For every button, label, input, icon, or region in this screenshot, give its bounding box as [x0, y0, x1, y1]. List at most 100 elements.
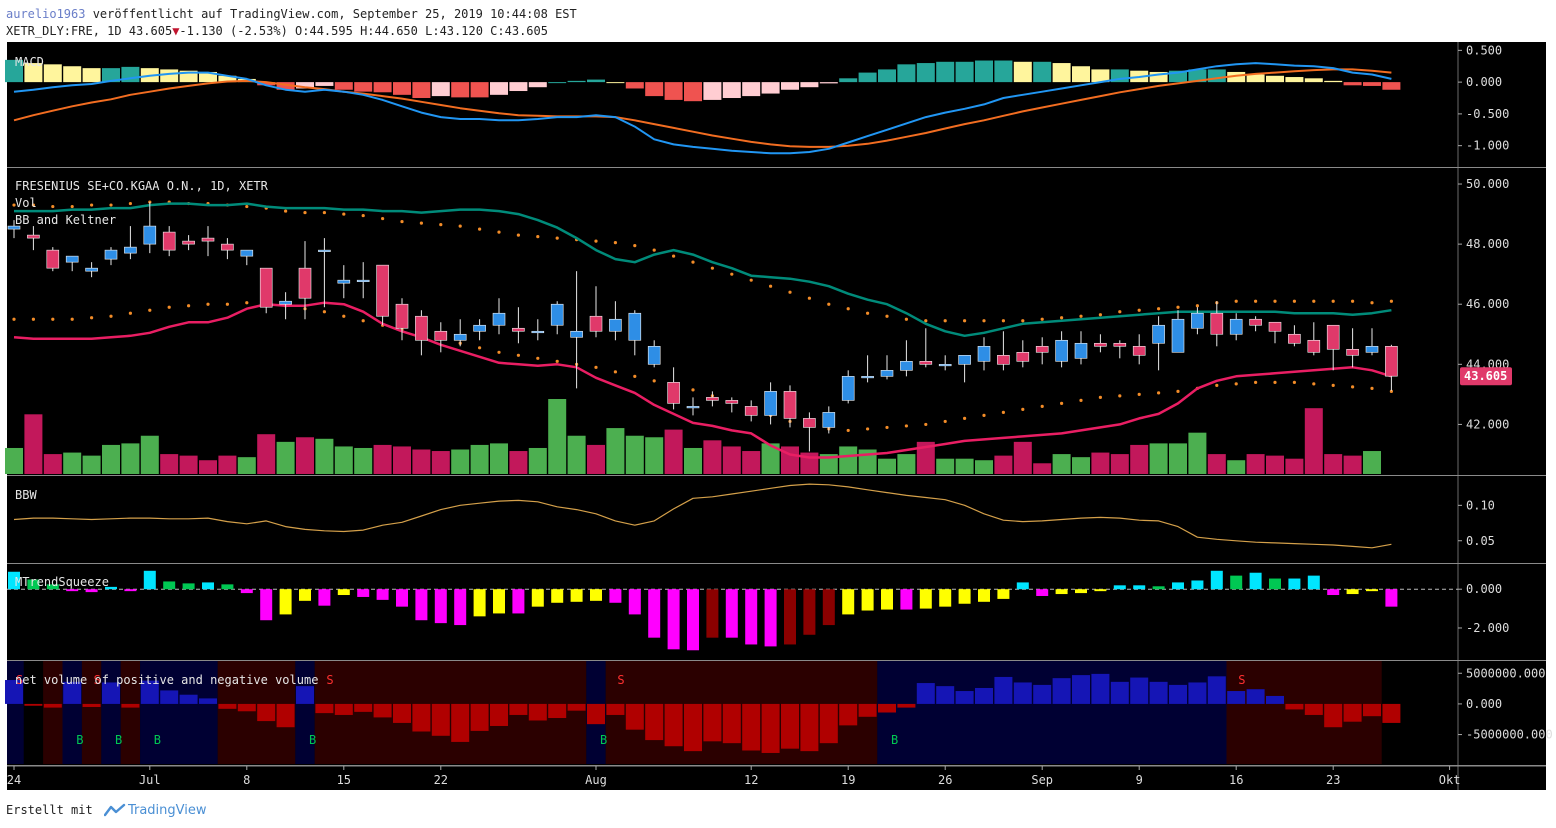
y-tick-label: -5000000.000: [1466, 728, 1553, 742]
keltner-upper-dot: [652, 248, 656, 252]
macd-pane[interactable]: [5, 59, 1401, 155]
keltner-upper-dot: [1157, 307, 1161, 311]
netvol-pane[interactable]: S B S B B B S B S B S: [5, 661, 1401, 764]
macd-histogram-bar: [916, 63, 935, 83]
squeeze-bar: [66, 589, 79, 592]
candle-body: [822, 412, 836, 428]
volume-bar: [43, 454, 62, 474]
candle-body: [686, 406, 700, 409]
squeeze-pane[interactable]: [7, 570, 1458, 651]
volume-bar: [509, 451, 528, 474]
squeeze-bar: [1172, 582, 1184, 590]
candle-body: [667, 382, 680, 404]
volume-bar: [1246, 454, 1265, 474]
price-pane[interactable]: [5, 200, 1398, 474]
keltner-upper-dot: [1331, 299, 1335, 303]
x-tick-label: 22: [434, 773, 448, 787]
y-tick-label: 42.000: [1466, 417, 1509, 431]
net-volume-bar: [1285, 703, 1304, 710]
y-tick-label: 48.000: [1466, 237, 1509, 251]
publish-text: veröffentlicht auf TradingView.com, Sept…: [85, 7, 577, 21]
volume-bar: [315, 438, 334, 474]
net-volume-bar: [684, 703, 702, 752]
keltner-upper-dot: [730, 272, 734, 276]
keltner-lower-dot: [1370, 386, 1374, 390]
keltner-lower-dot: [982, 413, 986, 418]
keltner-lower-dot: [652, 379, 656, 383]
net-volume-bar: [1110, 681, 1129, 704]
squeeze-bar: [842, 589, 855, 615]
chart-area[interactable]: S B S B B B S B S B S 0.500 0.000 -0.500 -1.000 50.000…: [0, 42, 1556, 794]
volume-bar: [490, 443, 508, 474]
macd-histogram-bar: [975, 60, 993, 83]
macd-histogram-bar: [606, 82, 625, 84]
candle-body: [512, 327, 525, 332]
volume-bar: [1207, 454, 1226, 474]
squeeze-bar: [531, 589, 544, 607]
volume-bar: [334, 446, 353, 474]
squeeze-bar: [1269, 578, 1281, 590]
macd-histogram-bar: [1363, 82, 1381, 86]
squeeze-bar: [706, 589, 719, 638]
net-volume-bar: [257, 703, 276, 722]
squeeze-bar: [46, 584, 59, 590]
squeeze-bar: [357, 589, 370, 597]
net-volume-bar: [140, 680, 159, 704]
macd-histogram-bar: [82, 68, 101, 83]
candle-body: [880, 370, 894, 377]
net-volume-bar: [334, 703, 353, 715]
candle-body: [27, 234, 40, 239]
macd-histogram-bar: [1246, 74, 1265, 83]
squeeze-bar: [609, 589, 622, 603]
y-tick-label: 0.000: [1466, 697, 1502, 711]
keltner-lower-dot: [924, 422, 928, 427]
keltner-upper-dot: [633, 244, 637, 248]
symbol-name: XETR_DLY:FRE, 1D: [6, 24, 122, 38]
volume-bar: [1169, 443, 1187, 474]
candle-body: [706, 397, 719, 401]
net-volume-bar: [1033, 684, 1052, 704]
tradingview-brand-link[interactable]: TradingView: [127, 803, 207, 818]
squeeze-bar: [551, 589, 564, 603]
x-tick-label: 24: [7, 773, 21, 787]
keltner-upper-dot: [1137, 308, 1141, 312]
ohlc-open-label: O:: [295, 24, 310, 38]
bbw-pane[interactable]: [13, 483, 1392, 549]
volume-bar: [722, 446, 741, 474]
author-link[interactable]: aurelio1963: [6, 7, 86, 21]
net-volume-bar: [470, 703, 489, 731]
keltner-upper-dot: [885, 314, 889, 318]
keltner-upper-dot: [943, 319, 947, 323]
squeeze-bar: [1385, 589, 1398, 607]
keltner-upper-dot: [458, 224, 462, 228]
macd-histogram-bar: [218, 75, 237, 83]
candle-body: [240, 249, 254, 257]
keltner-upper-dot: [1389, 299, 1393, 303]
buy-marker: B: [154, 733, 161, 747]
squeeze-bar: [997, 589, 1010, 599]
volume-bar: [606, 428, 625, 474]
net-volume-bar: [858, 703, 877, 717]
net-volume-bar: [24, 703, 43, 706]
net-volume-bar: [296, 686, 314, 704]
sell-marker: S: [94, 673, 101, 687]
signal-region: [120, 661, 141, 764]
volume-bar: [1013, 441, 1032, 474]
footer: Erstellt mit TradingView: [6, 803, 206, 818]
ohlc-close-label: C:: [490, 24, 505, 38]
candle-body: [1171, 318, 1185, 353]
macd-histogram-bar: [994, 60, 1013, 83]
volume-bar: [975, 460, 993, 474]
keltner-lower-dot: [128, 311, 132, 315]
macd-title: MACD: [15, 55, 44, 69]
candle-body: [1094, 342, 1107, 347]
volume-bar: [218, 455, 237, 474]
net-volume-bar: [761, 703, 780, 753]
squeeze-bar: [1346, 589, 1359, 595]
volume-bar: [819, 454, 838, 474]
net-volume-bar: [5, 680, 23, 704]
volume-bar: [470, 444, 489, 474]
squeeze-bar: [1191, 580, 1204, 590]
candle-body: [1249, 318, 1262, 326]
macd-signal-line: [13, 68, 1392, 148]
